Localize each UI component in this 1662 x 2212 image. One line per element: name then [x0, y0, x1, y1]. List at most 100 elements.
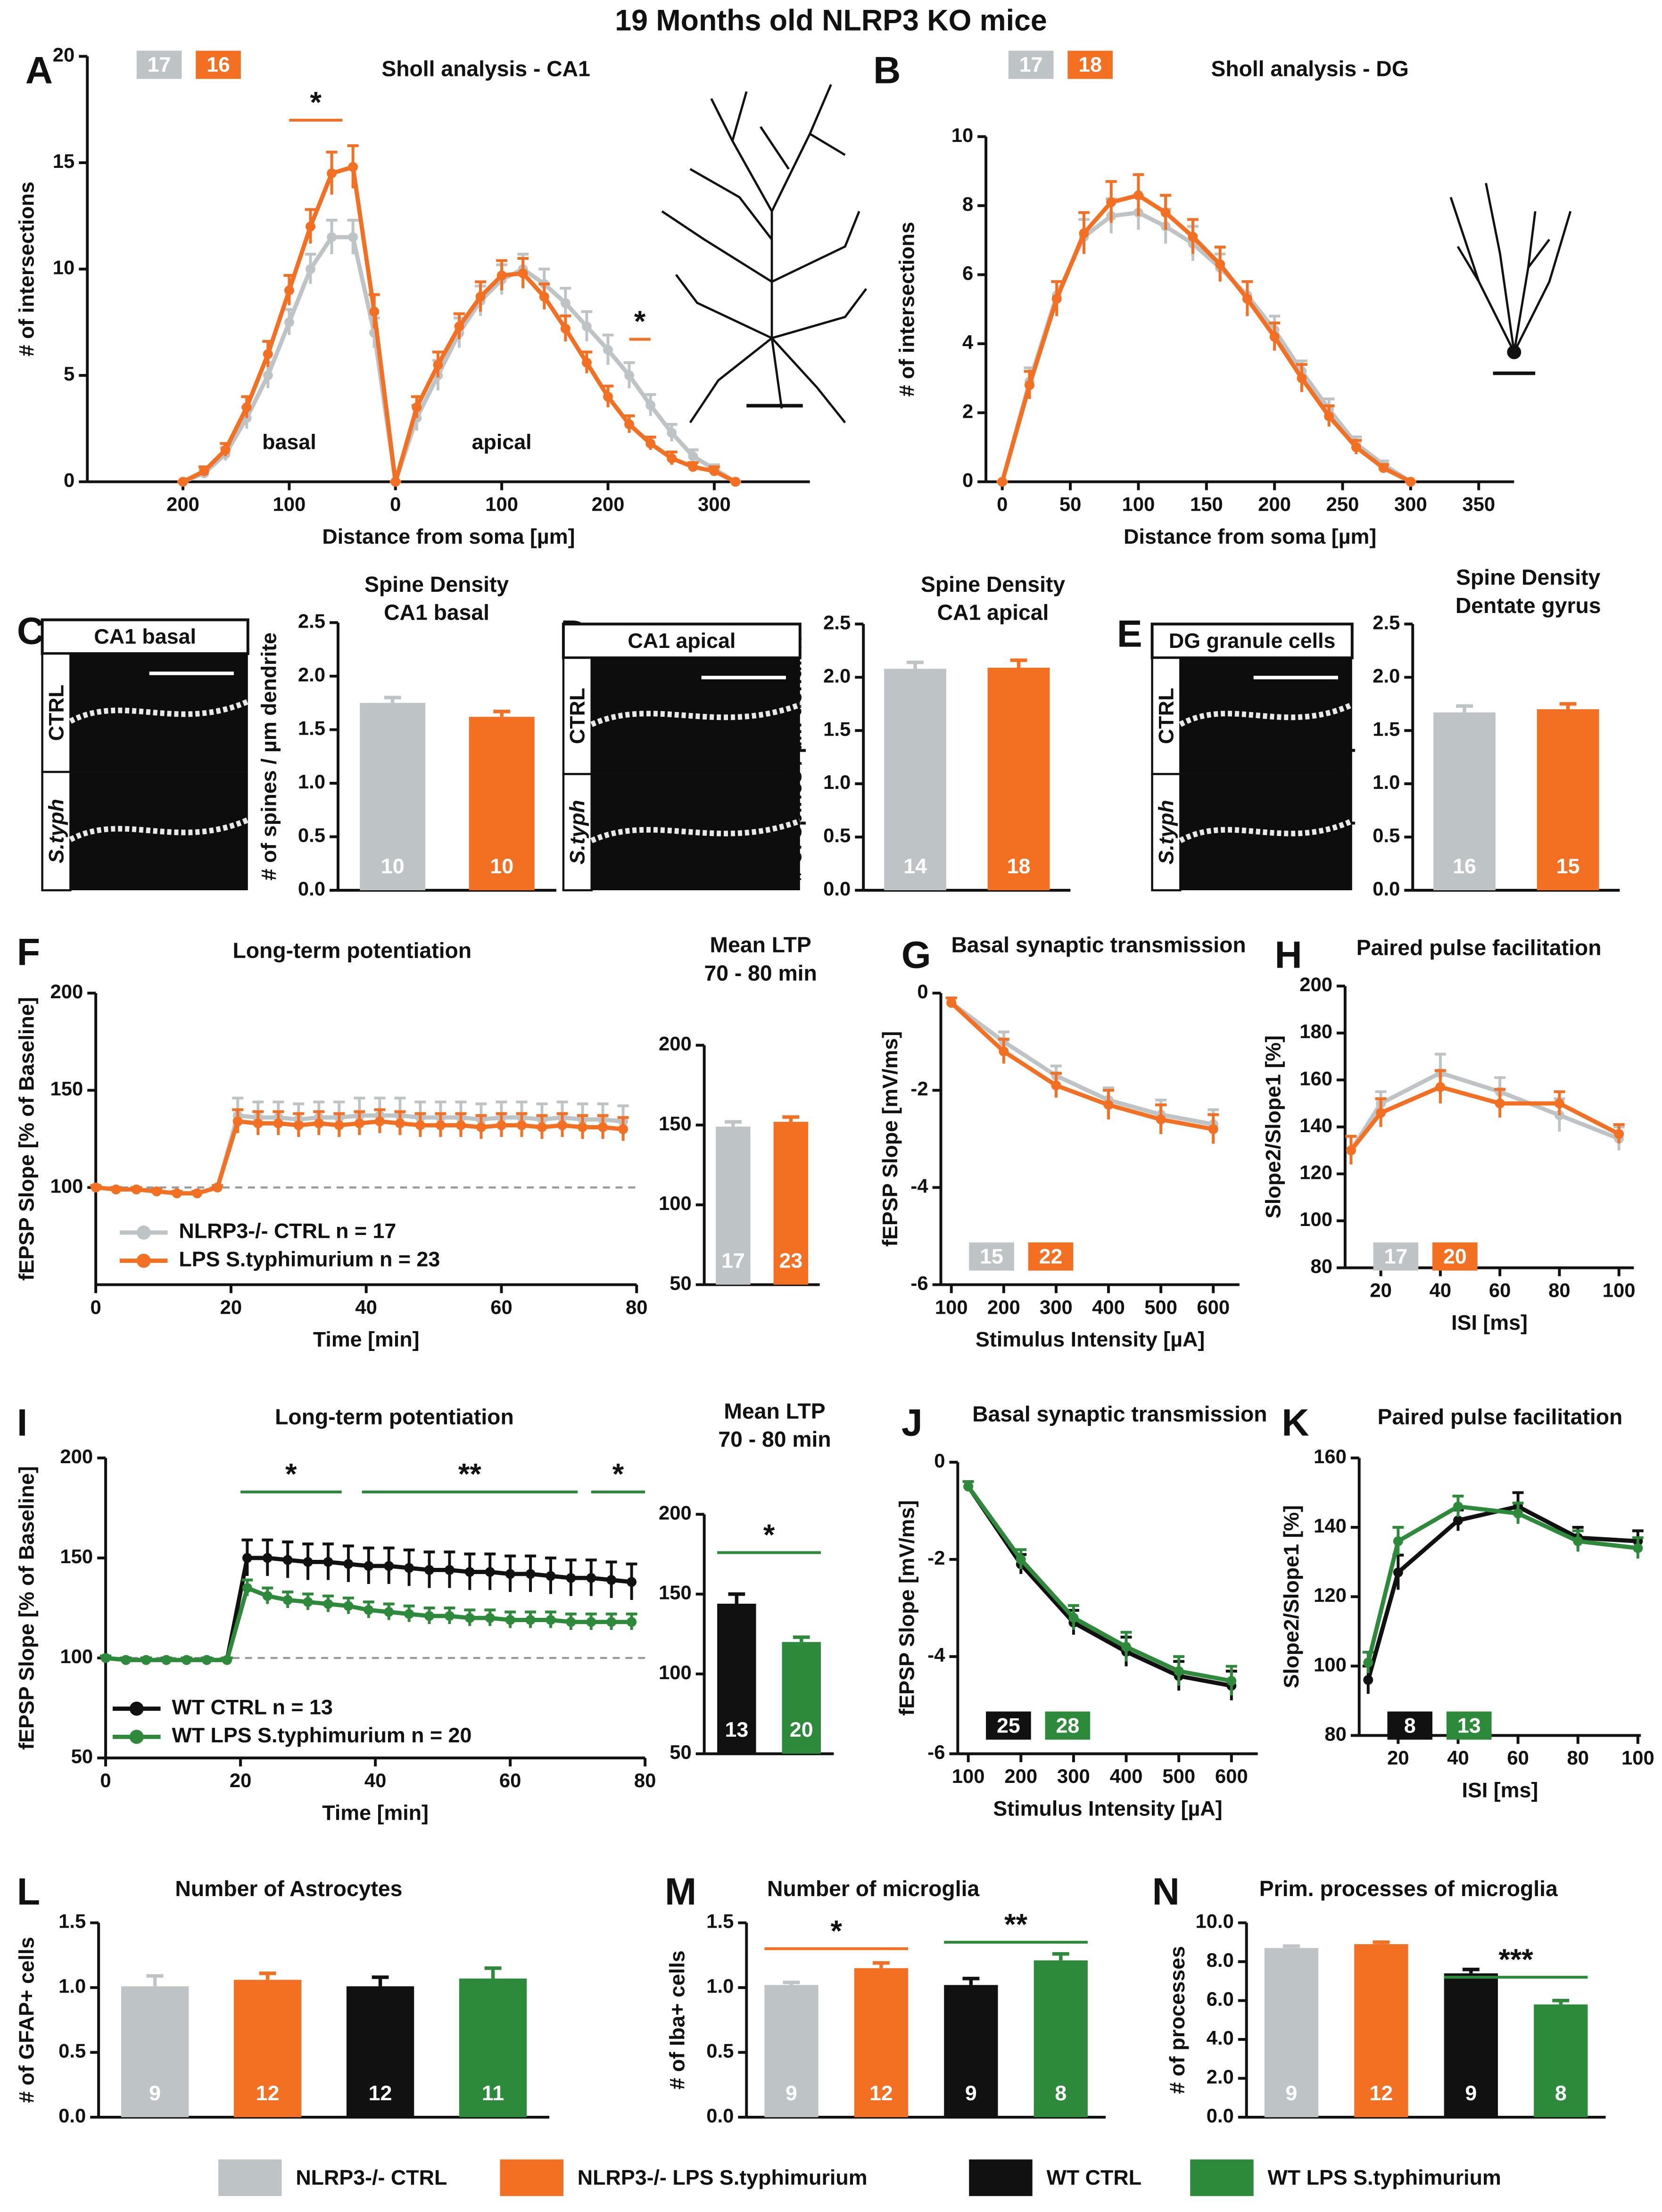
data-point: [1633, 1543, 1643, 1553]
y-axis-label: # of processes: [1166, 1946, 1189, 2094]
panel-letter: C: [17, 610, 44, 653]
data-point: [946, 998, 957, 1008]
y-tick-label: 0.5: [298, 824, 325, 846]
data-point: [263, 370, 273, 381]
y-tick-label: 1.0: [1373, 771, 1400, 793]
data-point: [578, 1122, 587, 1132]
data-point: [475, 291, 486, 302]
y-tick-label: 50: [670, 1741, 692, 1763]
series-line: [966, 1485, 1232, 1688]
legend-marker: [136, 1225, 151, 1240]
y-tick-label: 150: [60, 1545, 93, 1567]
data-point: [1406, 477, 1416, 487]
x-tick-label: 300: [1394, 493, 1427, 515]
data-point: [496, 1120, 506, 1130]
bar: [1534, 2004, 1588, 2117]
panel: Mean LTP 70 - 80 min 50 100 150 200 17 23: [659, 933, 820, 1294]
legend-marker: [136, 1253, 151, 1268]
data-point: [384, 1607, 394, 1617]
significance-label: *: [612, 1458, 624, 1491]
significance-label: **: [1004, 1908, 1027, 1941]
chart-title: Paired pulse facilitation: [1378, 1404, 1623, 1429]
bar: [764, 1985, 819, 2117]
row-label-strip: [41, 652, 72, 773]
x-tick-label: 100: [485, 493, 518, 515]
data-point: [525, 1615, 536, 1625]
y-tick-label: 120: [1299, 1161, 1332, 1183]
error-bar: [146, 1974, 164, 1987]
bar: [987, 667, 1050, 890]
y-tick-label: 2.5: [823, 611, 851, 633]
data-point: [566, 1573, 576, 1583]
y-tick-label: 120: [1314, 1584, 1347, 1606]
annotation: basal: [262, 431, 316, 454]
chart-title: Long-term potentiation: [275, 1404, 514, 1429]
data-point: [212, 1182, 223, 1193]
x-tick-label: 200: [592, 493, 625, 515]
y-tick-label: 140: [1314, 1515, 1347, 1537]
legend-box: [1446, 1711, 1492, 1740]
x-axis-label: Distance from soma [µm]: [322, 525, 575, 548]
error-bar: [1456, 704, 1473, 712]
data-point: [1453, 1501, 1463, 1512]
panel-letter: E: [1117, 613, 1142, 655]
y-tick-label: 1.5: [706, 1910, 734, 1932]
y-tick-label: 4: [962, 331, 974, 353]
x-axis-label: Distance from soma [µm]: [1124, 525, 1376, 548]
dendrite: [69, 699, 249, 724]
chart-title: CA1 apical: [937, 600, 1049, 625]
dendrite: [590, 818, 801, 844]
data-point: [1378, 463, 1389, 473]
y-tick-label: 8: [962, 193, 973, 215]
y-tick-label: 0: [64, 469, 74, 491]
bar: [459, 1978, 527, 2117]
panel-letter: I: [17, 1401, 27, 1444]
x-tick-label: 0: [390, 493, 401, 515]
data-point: [1346, 1145, 1356, 1156]
x-tick-label: 40: [1430, 1279, 1452, 1301]
image-title: DG granule cells: [1169, 629, 1336, 653]
x-tick-label: 40: [355, 1296, 377, 1318]
data-point: [404, 1563, 414, 1573]
data-point: [303, 1597, 313, 1607]
y-tick-label: 50: [71, 1745, 93, 1767]
y-tick-label: 2: [962, 400, 973, 422]
bar: [1433, 712, 1496, 890]
n-label: 11: [482, 2081, 504, 2105]
legend-label: 17: [1384, 1245, 1407, 1268]
n-label: 12: [369, 2081, 392, 2105]
n-label: 16: [1453, 854, 1476, 878]
data-point: [364, 1605, 374, 1615]
panel-letter: B: [873, 50, 901, 92]
data-point: [242, 1583, 252, 1593]
significance-label: ***: [1498, 1943, 1533, 1976]
error-bar: [728, 1592, 745, 1604]
data-point: [1103, 1100, 1114, 1110]
data-point: [485, 1613, 495, 1623]
data-point: [1435, 1082, 1446, 1092]
y-tick-label: 2.5: [1373, 611, 1400, 633]
significance-label: *: [830, 1914, 842, 1947]
y-tick-label: 180: [1299, 1020, 1332, 1043]
data-point: [1025, 380, 1034, 390]
data-point: [627, 1577, 637, 1587]
data-point: [433, 360, 443, 370]
error-bar: [782, 1115, 800, 1122]
significance-label: *: [634, 305, 646, 338]
data-point: [505, 1615, 515, 1625]
image-title-box: [41, 618, 249, 655]
data-point: [1188, 232, 1198, 242]
panel: F Long-term potentiation 100 150 200 0 20 40 60 8…: [15, 931, 648, 1351]
significance-label: *: [310, 86, 322, 119]
data-point: [688, 451, 698, 462]
x-tick-label: 500: [1144, 1296, 1177, 1318]
data-point: [667, 428, 677, 438]
n-label: 12: [869, 2081, 893, 2105]
y-tick-label: 80: [1310, 1255, 1332, 1277]
legend-label: 13: [1457, 1714, 1481, 1737]
y-tick-label: 100: [659, 1192, 692, 1214]
x-tick-label: 60: [490, 1296, 513, 1318]
x-axis-label: Stimulus Intensity [µA]: [993, 1797, 1222, 1821]
data-point: [1554, 1098, 1564, 1109]
